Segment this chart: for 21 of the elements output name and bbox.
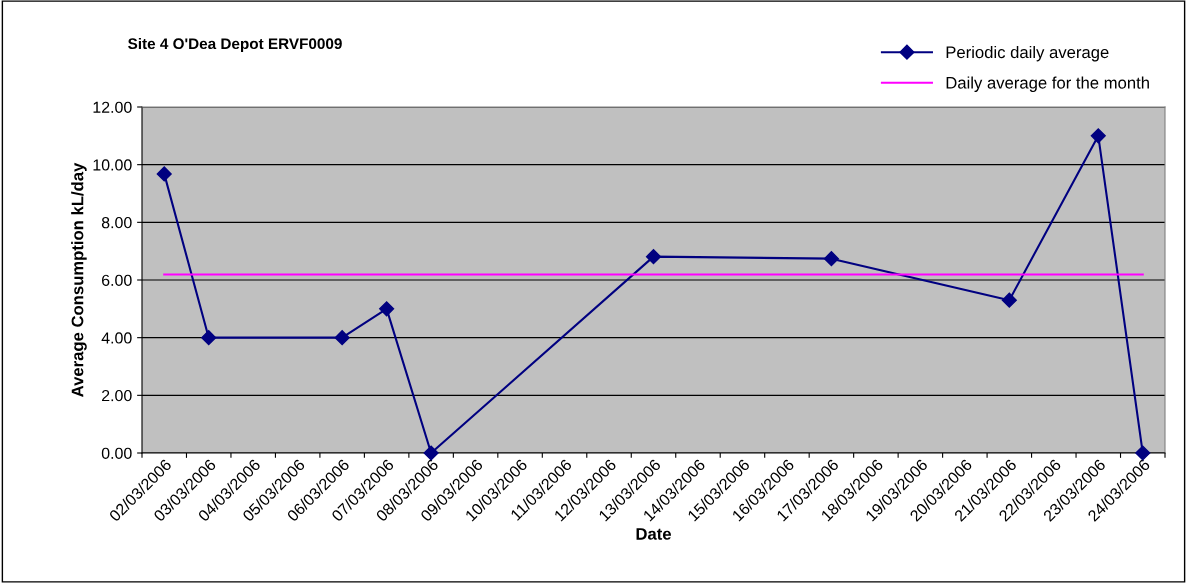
chart-title: Site 4 O'Dea Depot ERVF0009 [128,37,342,53]
y-tick-label: 0.00 [101,447,132,459]
y-tick-label: 12.00 [93,101,132,113]
legend-label: Periodic daily average [946,45,1109,62]
x-axis-title: Date [636,528,671,540]
legend-label: Daily average for the month [946,76,1149,92]
y-axis-title: Average Consumption kL/day [71,162,87,397]
point [201,330,217,346]
y-tick-label: 2.00 [102,389,132,402]
point [823,251,839,267]
y-tick-label: 8.00 [101,216,132,229]
point [334,330,350,346]
y-tick-label: 4.00 [101,332,132,344]
y-tick-label: 10.00 [93,159,132,171]
point [645,249,662,265]
point [156,166,172,182]
point [379,301,395,317]
y-tick-label: 6.00 [102,274,132,286]
point [1001,292,1017,308]
point [1135,445,1151,461]
point [1090,128,1106,144]
